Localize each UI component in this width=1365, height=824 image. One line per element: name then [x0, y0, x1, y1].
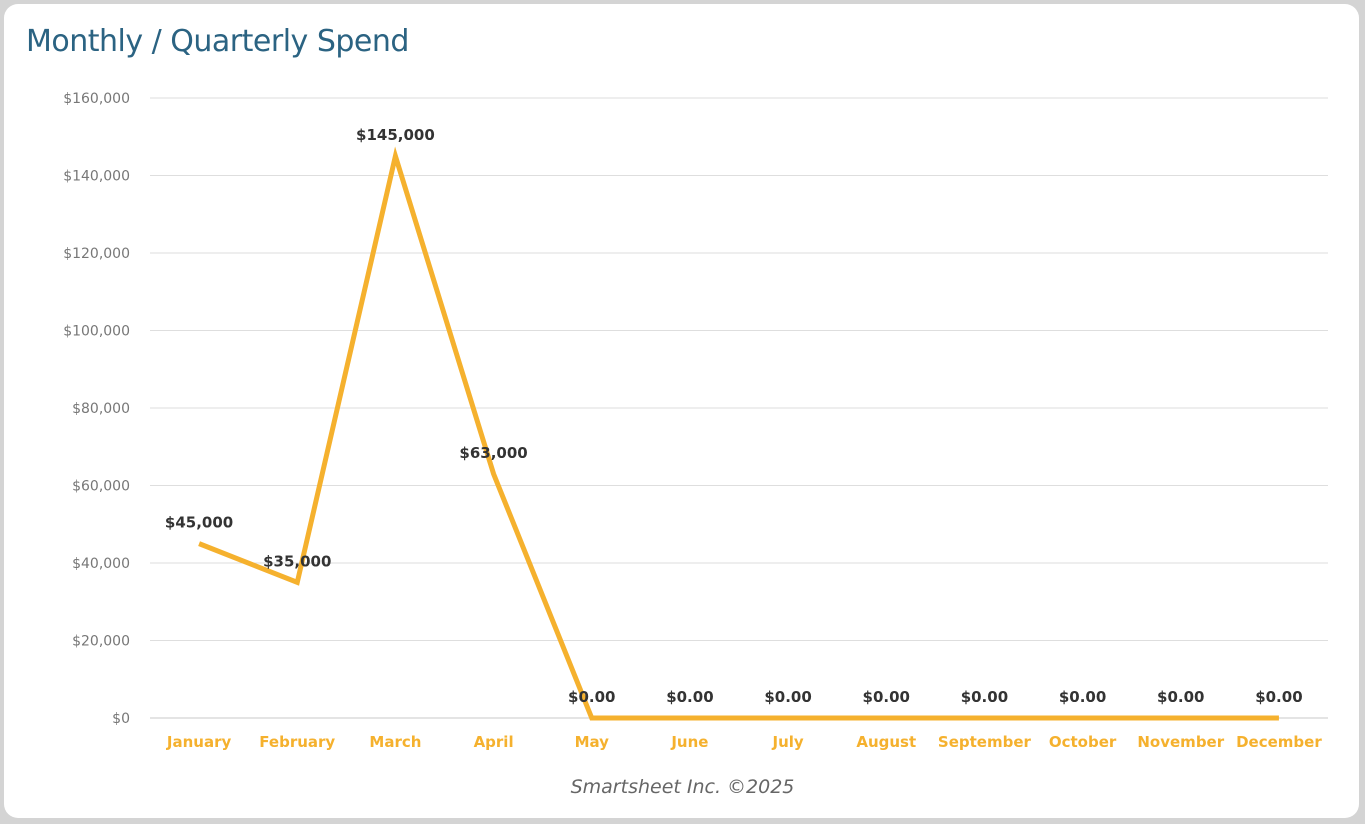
- y-tick-label: $160,000: [63, 91, 130, 107]
- chart-card: [4, 4, 1359, 818]
- series-line: [198, 146, 1279, 721]
- x-tick-label: September: [938, 733, 1032, 751]
- x-tick-label: March: [369, 733, 421, 751]
- y-tick-label: $80,000: [72, 401, 130, 417]
- x-tick-label: July: [771, 733, 803, 751]
- y-tick-label: $60,000: [72, 479, 130, 495]
- y-tick-label: $100,000: [63, 324, 130, 340]
- x-tick-label: June: [670, 733, 708, 751]
- data-label: $0.00: [1059, 688, 1106, 706]
- x-tick-label: August: [856, 733, 916, 751]
- x-tick-label: February: [259, 733, 335, 751]
- data-label: $0.00: [568, 688, 615, 706]
- data-label: $0.00: [1255, 688, 1302, 706]
- x-tick-label: November: [1137, 733, 1224, 751]
- data-label: $45,000: [165, 514, 233, 532]
- data-label: $0.00: [1157, 688, 1204, 706]
- y-tick-label: $140,000: [63, 169, 130, 185]
- data-label: $145,000: [356, 126, 435, 144]
- x-tick-label: December: [1236, 733, 1322, 751]
- y-tick-label: $120,000: [63, 246, 130, 262]
- x-tick-label: January: [166, 733, 232, 751]
- footer-copyright: Smartsheet Inc. ©2025: [570, 776, 795, 798]
- chart-title: Monthly / Quarterly Spend: [26, 24, 409, 59]
- data-label: $35,000: [263, 552, 331, 570]
- data-label: $63,000: [459, 444, 527, 462]
- data-label: $0.00: [764, 688, 811, 706]
- x-tick-label: October: [1049, 733, 1117, 751]
- x-tick-label: May: [575, 733, 610, 751]
- data-label: $0.00: [863, 688, 910, 706]
- y-tick-label: $40,000: [72, 556, 130, 572]
- x-tick-label: April: [474, 733, 514, 751]
- y-tick-label: $20,000: [72, 634, 130, 650]
- data-label: $0.00: [666, 688, 713, 706]
- data-label: $0.00: [961, 688, 1008, 706]
- y-tick-label: $0: [112, 711, 130, 727]
